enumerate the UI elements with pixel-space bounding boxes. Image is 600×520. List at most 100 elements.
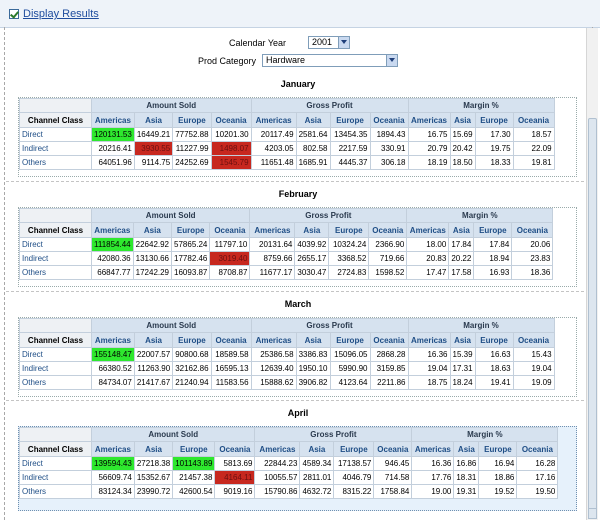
region-column-header: Oceania (369, 332, 409, 348)
channel-class-label[interactable]: Direct (19, 127, 92, 142)
table-cell: 17.84 (473, 237, 513, 252)
region-column-header: Oceania (516, 441, 559, 457)
pivot-table-block: Amount Sold Gross Profit Margin % Channel C… (18, 207, 577, 287)
table-cell: 20.06 (511, 237, 554, 252)
chevron-down-icon[interactable] (338, 37, 349, 48)
display-results-checkbox[interactable] (9, 9, 19, 19)
measure-group-header: Margin % (406, 208, 554, 223)
chevron-down-icon[interactable] (386, 55, 397, 66)
table-cell: 17.76 (411, 470, 455, 485)
channel-class-label[interactable]: Indirect (19, 361, 92, 376)
measure-group-header: Amount Sold (90, 427, 256, 442)
month-title: February (278, 189, 318, 199)
channel-class-label[interactable]: Others (19, 375, 92, 390)
table-cell: 18.00 (406, 237, 450, 252)
table-row: Indirect 56609.74 15352.67 21457.38 4164.11 1… (19, 470, 559, 485)
measure-group-header: Gross Profit (254, 427, 413, 442)
table-cell: 24252.69 (172, 155, 212, 170)
measure-group-header: Gross Profit (249, 208, 408, 223)
table-cell: 1498.07 (210, 141, 252, 156)
table-cell: 16.93 (473, 265, 513, 280)
table-row: Direct 139594.43 27218.38 101143.89 5813.69 2… (19, 456, 559, 471)
pivot-table-block: Amount Sold Gross Profit Margin % Channel C… (18, 317, 577, 397)
table-cell: 20.79 (407, 141, 451, 156)
channel-class-label[interactable]: Others (19, 265, 92, 280)
region-column-header: Europe (473, 222, 513, 238)
table-cell: 18.33 (474, 155, 514, 170)
region-column-header: Asia (449, 332, 476, 348)
region-column-header: Europe (329, 332, 371, 348)
table-cell: 19.52 (478, 484, 518, 499)
vertical-scrollbar[interactable] (586, 28, 598, 520)
table-cell: 3159.85 (369, 361, 409, 376)
channel-class-label[interactable]: Indirect (19, 141, 92, 156)
channel-class-label[interactable]: Direct (19, 347, 92, 362)
table-cell: 13454.35 (329, 127, 371, 142)
region-column-header: Americas (91, 332, 135, 348)
table-cell: 16.86 (453, 456, 480, 471)
pivot-table: Amount Sold Gross Profit Margin % Channel C… (19, 208, 554, 280)
pivot-table-block: Amount Sold Gross Profit Margin % Channel C… (18, 97, 577, 177)
table-row: Others 64051.96 9114.75 24252.69 1545.79 1165… (19, 155, 555, 170)
table-cell: 4046.79 (333, 470, 375, 485)
region-column-header: Asia (133, 112, 174, 128)
table-cell: 3030.47 (294, 265, 330, 280)
prod-category-select[interactable]: Hardware (262, 54, 398, 67)
channel-class-label[interactable]: Others (19, 155, 92, 170)
table-row: Direct 111854.44 22642.92 57865.24 11797.10 2… (19, 237, 554, 252)
table-cell: 19.81 (512, 155, 555, 170)
table-cell: 2724.83 (328, 265, 370, 280)
region-column-header: Americas (91, 222, 134, 238)
table-cell: 11227.99 (172, 141, 212, 156)
table-cell: 15.43 (512, 347, 555, 362)
calendar-year-select[interactable]: 2001 (308, 36, 350, 49)
region-column-header: Americas (91, 441, 135, 457)
region-column-header: Asia (453, 441, 480, 457)
table-cell: 23990.72 (133, 484, 174, 499)
table-cell: 4632.72 (299, 484, 335, 499)
region-column-header: Oceania (369, 112, 409, 128)
region-column-header: Europe (474, 332, 514, 348)
table-cell: 16595.13 (210, 361, 252, 376)
region-column-header: Oceania (373, 441, 413, 457)
table-cell: 15096.05 (329, 347, 371, 362)
table-cell: 90800.68 (172, 347, 212, 362)
region-column-header: Americas (407, 112, 451, 128)
table-cell: 19.41 (474, 375, 514, 390)
table-cell: 56609.74 (91, 470, 135, 485)
table-cell: 22642.92 (132, 237, 173, 252)
table-cell: 17138.57 (333, 456, 375, 471)
channel-class-label[interactable]: Others (19, 484, 92, 499)
channel-class-label[interactable]: Indirect (19, 251, 92, 266)
table-cell: 18.75 (407, 375, 451, 390)
measure-group-header: Amount Sold (90, 208, 251, 223)
table-cell: 20117.49 (250, 127, 297, 142)
table-cell: 18.86 (478, 470, 518, 485)
results-header: Display Results (0, 0, 600, 28)
table-cell: 32162.86 (172, 361, 212, 376)
table-cell: 8315.22 (333, 484, 375, 499)
table-row: Direct 155148.47 22007.57 90800.68 18589.58 2… (19, 347, 555, 362)
table-cell: 18.24 (449, 375, 476, 390)
table-cell: 15352.67 (133, 470, 174, 485)
table-cell: 57865.24 (171, 237, 211, 252)
table-cell: 2211.86 (369, 375, 409, 390)
display-results-link[interactable]: Display Results (23, 8, 99, 20)
corner-cell (19, 98, 92, 113)
table-cell: 8759.66 (249, 251, 296, 266)
channel-class-header: Channel Class (19, 441, 92, 457)
scrollbar-thumb[interactable] (588, 118, 597, 518)
table-cell: 83124.34 (91, 484, 135, 499)
section-divider (6, 400, 584, 401)
region-column-header: Asia (295, 112, 331, 128)
channel-class-label[interactable]: Direct (19, 237, 92, 252)
table-cell: 16.36 (407, 347, 451, 362)
table-cell: 714.58 (373, 470, 413, 485)
region-column-header: Europe (333, 441, 375, 457)
table-cell: 15.39 (449, 347, 476, 362)
channel-class-label[interactable]: Indirect (19, 470, 92, 485)
channel-class-label[interactable]: Direct (19, 456, 92, 471)
table-cell: 719.66 (368, 251, 408, 266)
scroll-down-icon[interactable] (588, 508, 597, 519)
table-cell: 3386.83 (295, 347, 331, 362)
